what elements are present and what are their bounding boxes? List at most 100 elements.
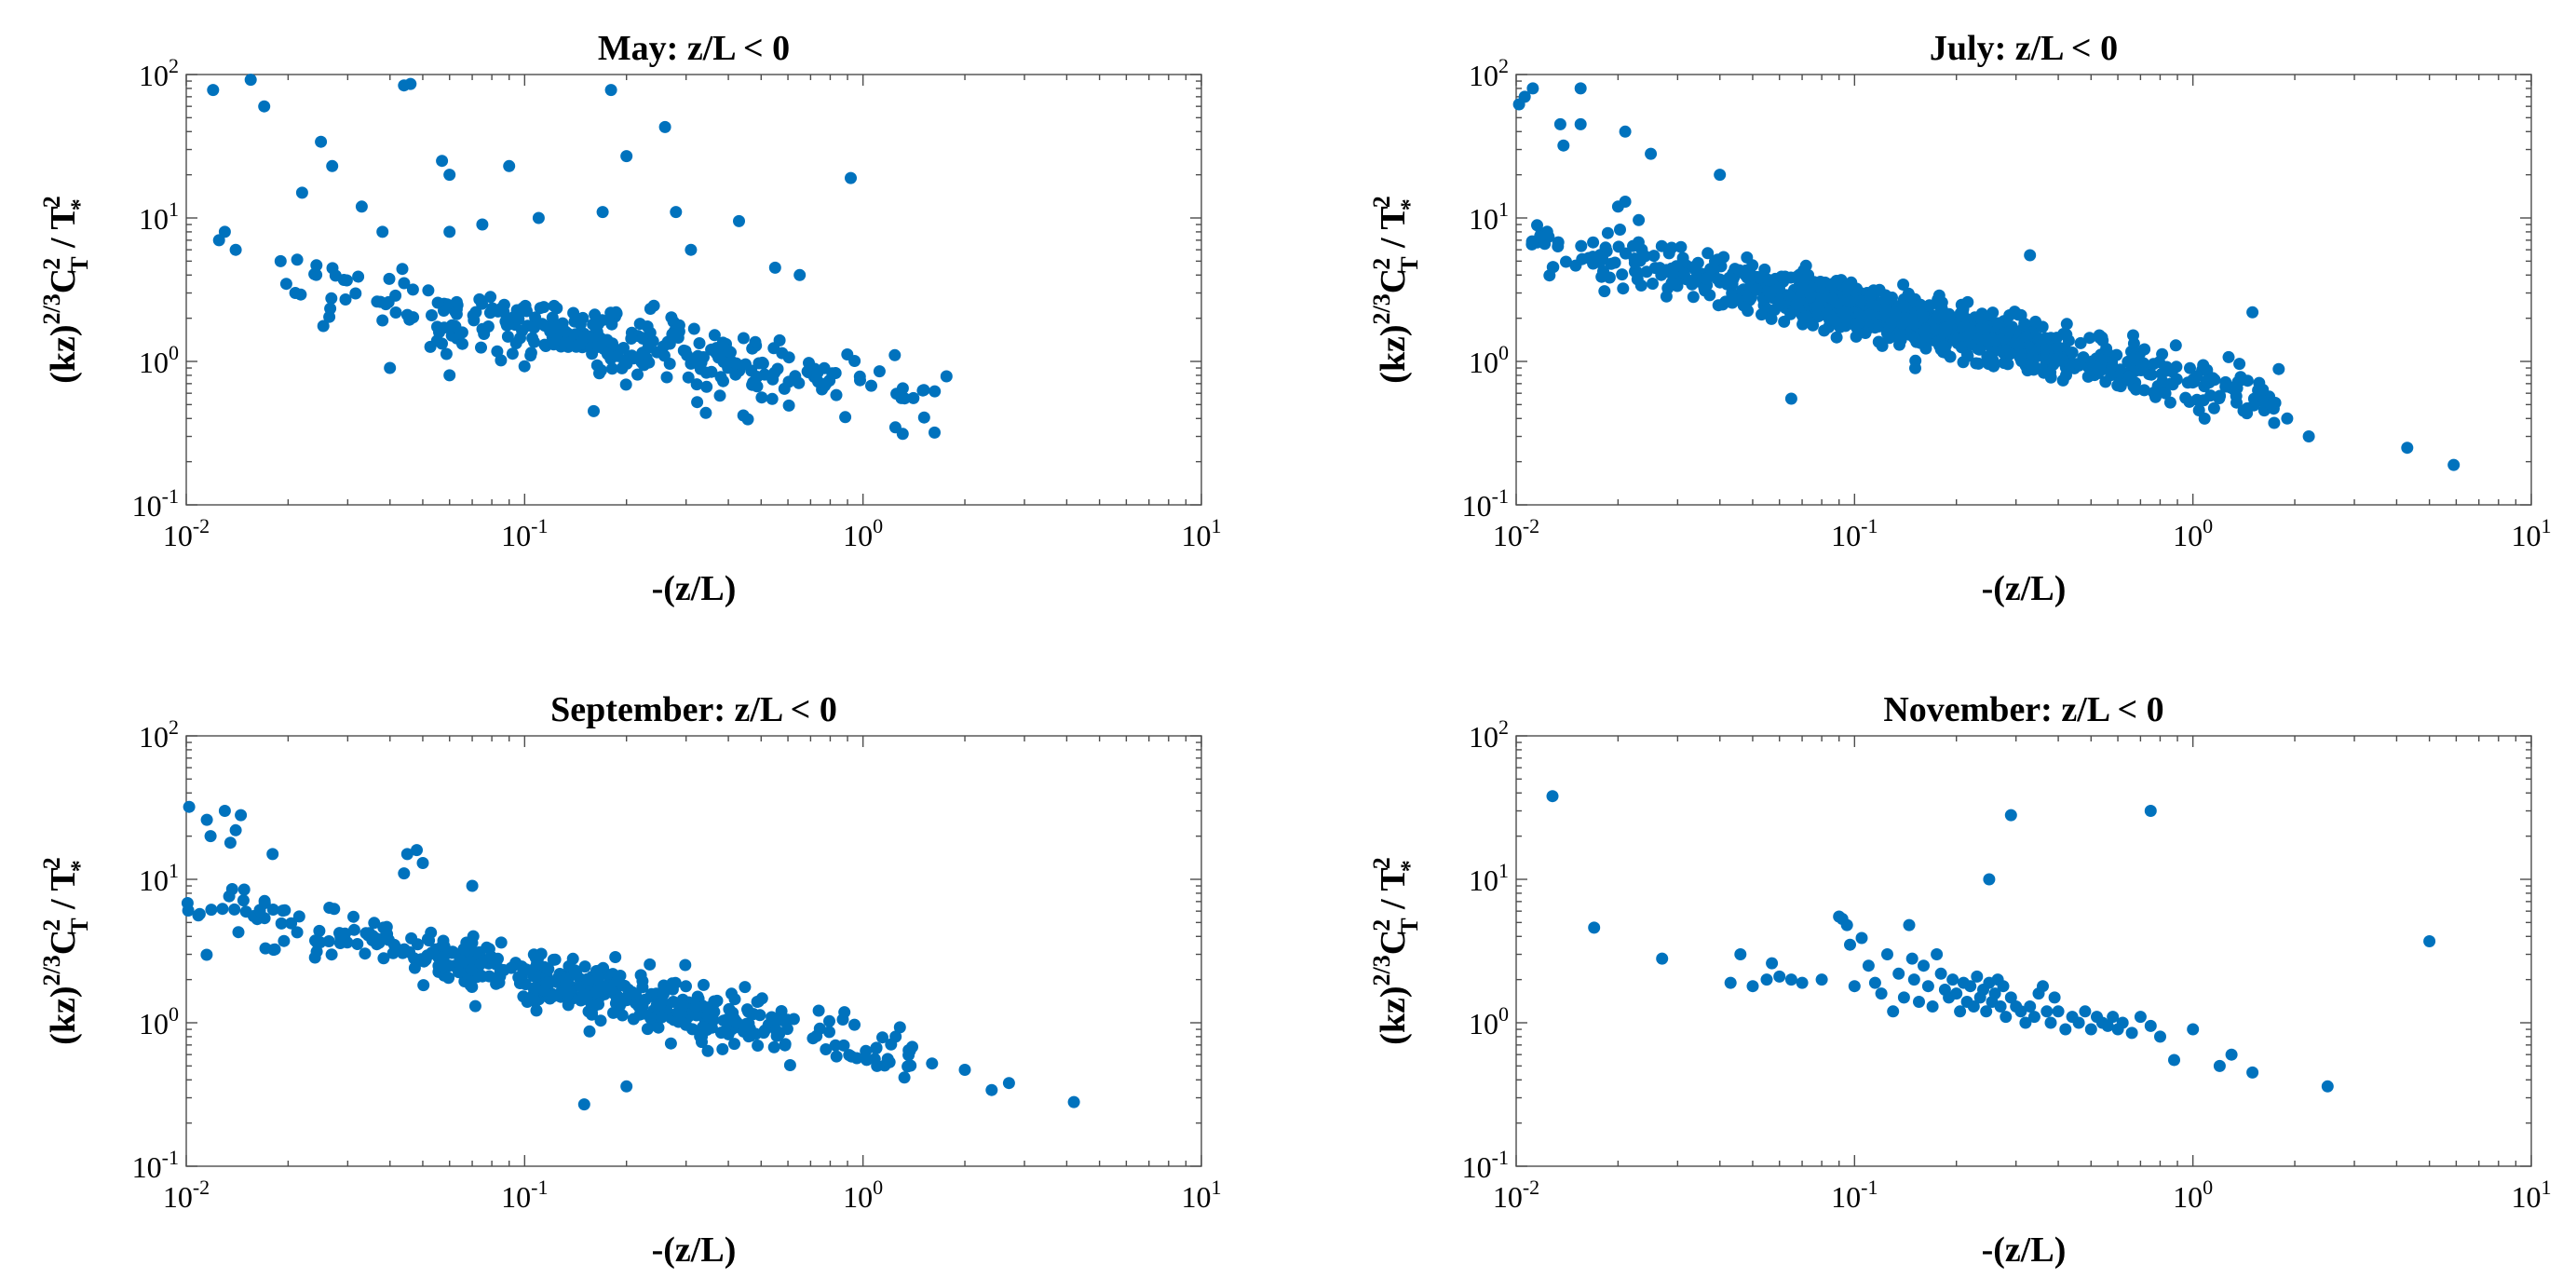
september-point [398, 867, 411, 880]
september-point [268, 943, 281, 956]
july-point [1631, 273, 1644, 286]
september-point [680, 980, 692, 993]
november-point [1950, 987, 1963, 1000]
may-point [605, 318, 618, 331]
september-panel: September: z/L < 010-2 10-1 100 10110-11001… [38, 690, 1222, 1270]
september-point [807, 1032, 820, 1045]
september-point [466, 879, 479, 892]
may-point [741, 413, 754, 426]
september-point [278, 934, 291, 947]
september-point [1067, 1095, 1080, 1108]
september-point [380, 920, 393, 933]
september-point [783, 1059, 796, 1071]
may-point [389, 306, 402, 319]
may-point [438, 321, 451, 334]
july-point [1534, 230, 1547, 243]
september-point [718, 1026, 731, 1038]
july-point [1711, 253, 1724, 266]
july-point [1531, 219, 1543, 232]
may-ytick-label: 101 [139, 197, 179, 236]
november-title: November: z/L < 0 [1883, 690, 2163, 729]
july-point [1940, 320, 1953, 333]
may-point [895, 391, 908, 404]
november-point [1734, 948, 1747, 960]
july-point [1827, 314, 1840, 327]
september-point [495, 936, 508, 949]
may-point [646, 334, 659, 347]
july-xtick-label: 100 [2173, 514, 2213, 552]
may-point [340, 274, 353, 287]
may-point [497, 298, 510, 311]
july-ytick-label: 102 [1469, 54, 1509, 92]
may-point [550, 302, 563, 315]
july-point [2127, 353, 2140, 366]
november-point [1784, 973, 1797, 986]
september-point [351, 938, 364, 950]
november-point [2084, 1023, 2097, 1036]
july-panel: July: z/L < 010-2 10-1 100 10110-1100101102… [1368, 29, 2552, 608]
may-point [631, 368, 644, 381]
september-point [323, 902, 336, 914]
september-point [591, 973, 604, 986]
may-point [229, 243, 242, 256]
july-point [1617, 282, 1630, 295]
november-point [1913, 996, 1925, 1008]
september-point [739, 981, 752, 994]
september-point [200, 813, 213, 826]
july-point [1741, 251, 1754, 264]
may-point [501, 330, 514, 343]
july-point [2241, 374, 2254, 387]
may-point [733, 214, 745, 227]
july-point [2039, 343, 2052, 356]
may-point [666, 328, 679, 341]
november-point [1997, 980, 2010, 993]
july-point [1586, 253, 1599, 266]
november-point [2225, 1048, 2238, 1061]
september-point [985, 1083, 998, 1096]
july-point [1989, 334, 2001, 347]
may-point [604, 84, 617, 97]
september-point [716, 1042, 729, 1055]
may-point [729, 368, 742, 381]
september-point [767, 1013, 780, 1026]
july-point [2029, 315, 2042, 328]
july-point [1765, 312, 1778, 325]
november-ylabel: (kz)2/3C2T / T2* [1368, 857, 1423, 1045]
july-point [1860, 310, 1873, 323]
july-point [1619, 125, 1632, 138]
may-point [829, 367, 842, 379]
november-point [2037, 980, 2049, 993]
september-point [193, 907, 206, 920]
may-point [456, 337, 468, 350]
july-point [1742, 289, 1755, 302]
november-point [1887, 1005, 1900, 1018]
may-point [839, 411, 852, 424]
may-title: May: z/L < 0 [598, 29, 790, 68]
november-ytick-label: 100 [1469, 1002, 1509, 1040]
may-point [450, 295, 463, 308]
july-point [2038, 366, 2050, 379]
september-point [229, 823, 242, 836]
may-xtick-label: 100 [843, 514, 883, 552]
may-point [570, 340, 583, 353]
july-point [1553, 117, 1566, 130]
november-point [2116, 1016, 2129, 1029]
may-point [708, 329, 721, 342]
september-point [532, 952, 544, 965]
may-point [690, 378, 703, 391]
november-axes-frame [1515, 735, 2532, 1167]
may-point [755, 391, 768, 404]
may-point [383, 272, 396, 285]
may-point [677, 344, 690, 357]
september-point [275, 917, 288, 930]
may-point [658, 120, 671, 133]
july-point [1552, 236, 1565, 249]
september-point [639, 993, 652, 1006]
july-point [2127, 337, 2140, 350]
may-xlabel: -(z/L) [652, 569, 737, 608]
november-point [1773, 970, 1786, 983]
november-point [2134, 1011, 2147, 1024]
may-point [404, 77, 417, 90]
september-point [871, 1059, 884, 1072]
september-point [442, 972, 455, 985]
